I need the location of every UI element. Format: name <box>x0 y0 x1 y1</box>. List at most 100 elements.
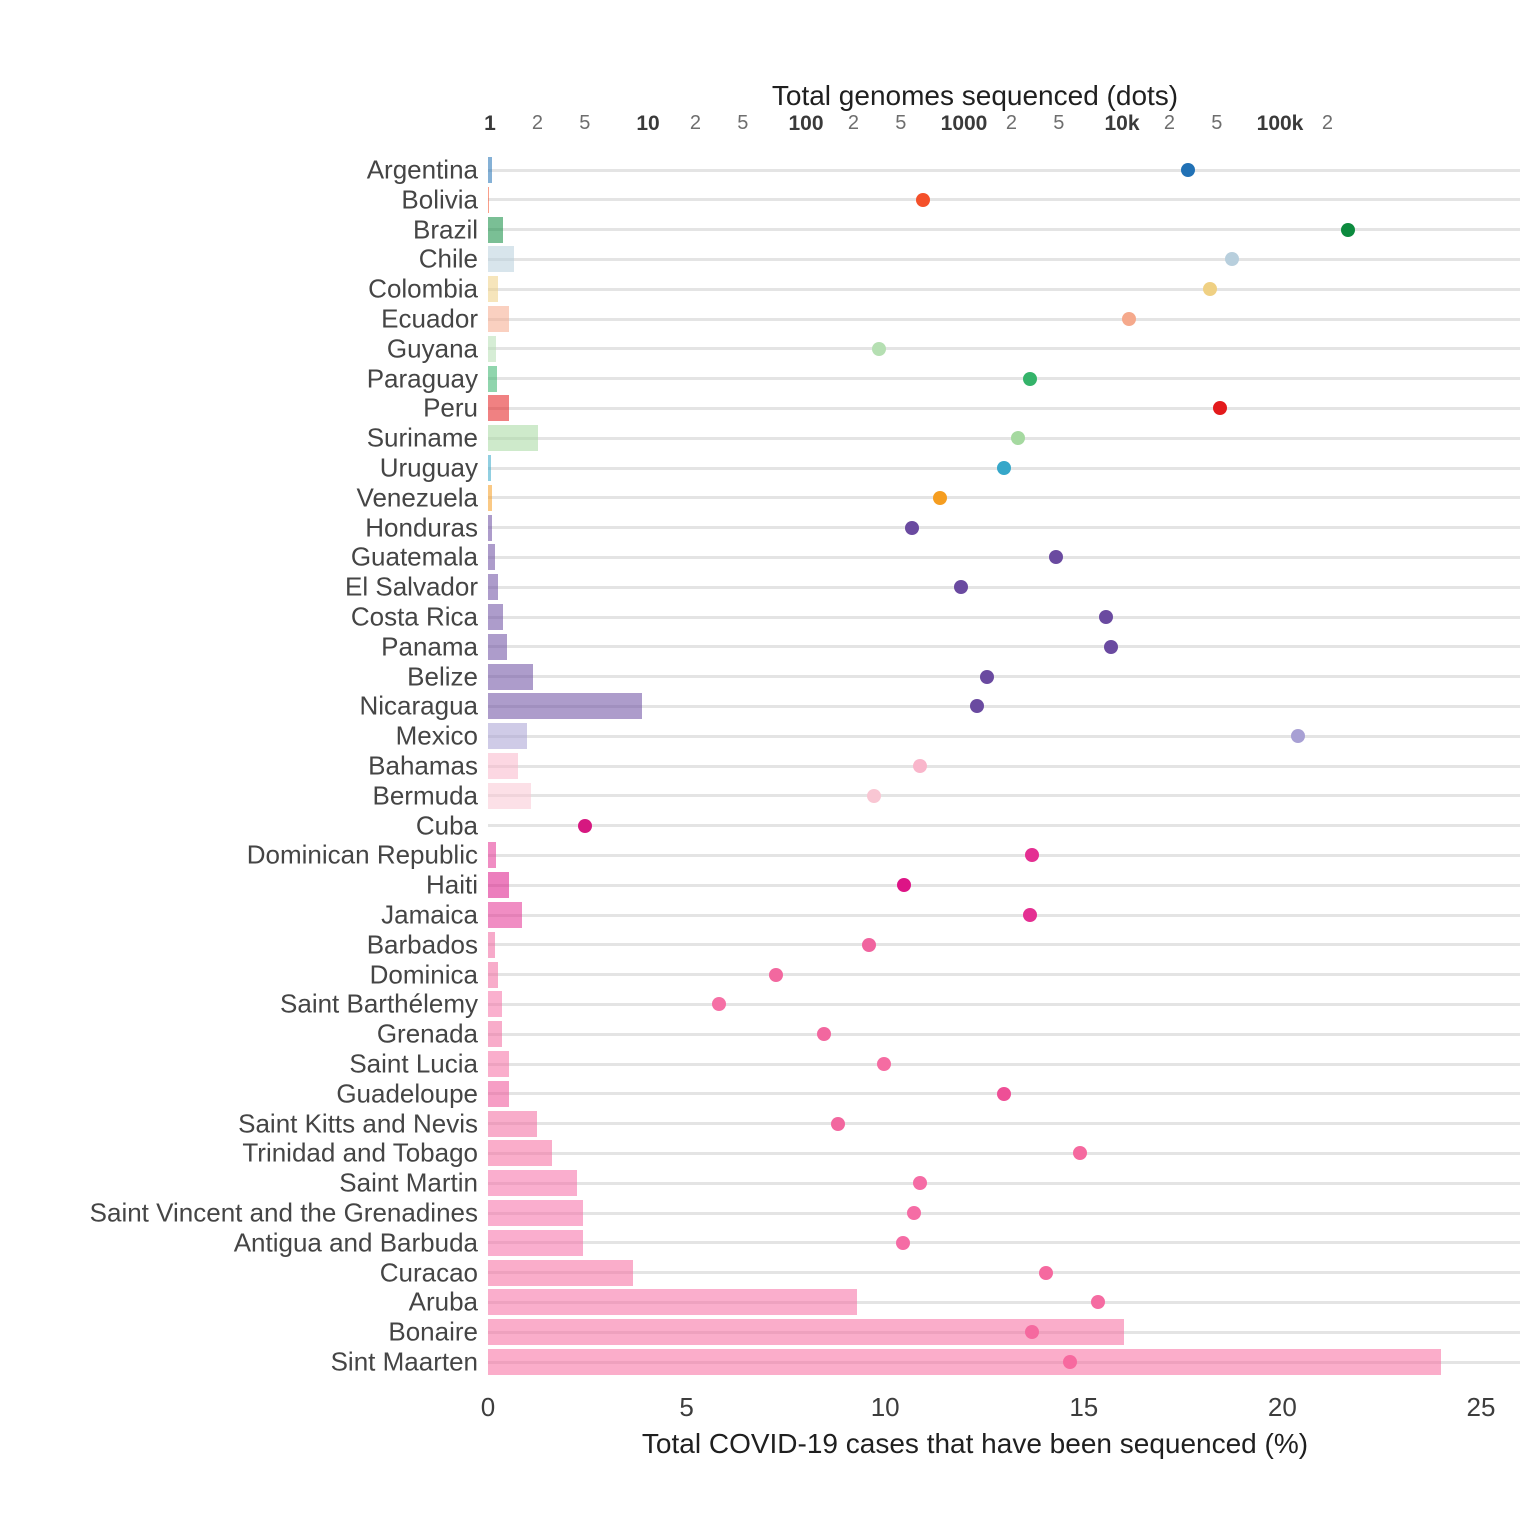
genomes-sequenced-dot <box>817 1027 831 1042</box>
genomes-sequenced-dot <box>1048 550 1063 565</box>
percent-sequenced-bar <box>488 484 492 511</box>
genomes-sequenced-dot <box>876 1057 891 1071</box>
top-axis-title: Total genomes sequenced (dots) <box>771 80 1179 111</box>
gridline <box>488 675 1520 679</box>
gridline <box>488 704 1520 708</box>
top-axis-tick: 2 <box>689 112 701 134</box>
genomes-sequenced-dot <box>1180 163 1195 177</box>
genomes-sequenced-dot <box>1121 312 1136 326</box>
country-label: Paraguay <box>366 363 478 394</box>
percent-sequenced-bar <box>488 246 515 273</box>
genomes-sequenced-dot <box>711 997 726 1012</box>
top-axis-tick: 100 <box>788 112 824 135</box>
top-axis-tick: 2 <box>1163 112 1175 134</box>
country-label: Trinidad and Tobago <box>242 1137 478 1168</box>
gridline <box>488 257 1520 261</box>
percent-sequenced-bar <box>488 335 496 362</box>
gridline <box>488 973 1520 977</box>
bottom-axis-tick: 0 <box>480 1392 496 1422</box>
gridline <box>488 615 1520 619</box>
gridline <box>488 853 1520 857</box>
country-label: Grenada <box>376 1018 478 1049</box>
top-axis-tick: 2 <box>1005 112 1017 134</box>
genomes-sequenced-dot <box>867 788 882 803</box>
genomes-sequenced-dot <box>1225 252 1240 267</box>
genomes-sequenced-dot <box>915 192 930 207</box>
top-axis-tick: 2 <box>531 112 543 134</box>
gridline <box>488 1241 1520 1245</box>
country-label: Honduras <box>365 512 478 543</box>
gridline <box>488 1181 1520 1185</box>
gridline <box>488 496 1520 500</box>
genomes-sequenced-dot <box>1011 431 1026 446</box>
country-label: Jamaica <box>381 899 478 930</box>
percent-sequenced-bar <box>488 1021 502 1048</box>
percent-sequenced-bar <box>488 723 527 750</box>
genomes-sequenced-dot <box>1202 282 1217 297</box>
genomes-sequenced-dot <box>1022 908 1037 922</box>
country-label: Curacao <box>379 1257 478 1288</box>
percent-sequenced-bar <box>488 216 503 243</box>
country-label: Saint Barthélemy <box>280 988 478 1019</box>
gridline <box>488 555 1520 559</box>
genomes-sequenced-dot <box>1025 1325 1040 1340</box>
top-axis-tick: 5 <box>895 112 907 134</box>
genomes-sequenced-dot <box>1090 1295 1105 1310</box>
country-label: Ecuador <box>381 303 478 334</box>
bottom-axis-title: Total COVID-19 cases that have been sequ… <box>641 1428 1309 1459</box>
genomes-sequenced-dot <box>897 878 912 893</box>
genomes-sequenced-dot <box>980 669 995 684</box>
gridline <box>488 764 1520 768</box>
top-axis-tick: 1 <box>484 112 496 135</box>
genomes-sequenced-dot <box>578 818 593 833</box>
percent-sequenced-bar <box>488 1140 552 1167</box>
gridline <box>488 645 1520 649</box>
gridline <box>488 228 1520 232</box>
gridline <box>488 913 1520 917</box>
gridline <box>488 406 1520 410</box>
country-label: Belize <box>407 661 478 692</box>
genomes-sequenced-dot <box>1341 222 1356 237</box>
country-label: Aruba <box>408 1286 478 1317</box>
country-label: Chile <box>418 243 478 274</box>
gridline <box>488 168 1520 172</box>
country-label: Costa Rica <box>350 601 478 632</box>
genomes-sequenced-dot <box>1072 1146 1087 1161</box>
genomes-sequenced-dot <box>1038 1265 1053 1280</box>
top-axis-tick: 10 <box>636 112 660 135</box>
genomes-sequenced-dot <box>861 937 876 952</box>
genomes-sequenced-dot <box>831 1116 846 1131</box>
percent-sequenced-bar <box>488 544 496 571</box>
gridline <box>488 734 1520 738</box>
top-axis-tick: 100k <box>1256 112 1304 135</box>
percent-sequenced-bar <box>488 902 522 928</box>
percent-sequenced-bar <box>488 1319 1124 1346</box>
gridline <box>488 824 1520 828</box>
percent-sequenced-bar <box>488 991 502 1018</box>
country-label: Venezuela <box>356 482 478 513</box>
top-axis-tick: 1000 <box>940 112 988 135</box>
gridline <box>488 943 1520 947</box>
genomes-sequenced-dot <box>1022 371 1037 386</box>
top-axis-tick: 2 <box>1321 112 1333 134</box>
genomes-sequenced-dot <box>932 490 947 505</box>
percent-sequenced-bar <box>488 157 492 183</box>
genomes-sequenced-dot <box>954 580 969 595</box>
top-axis-tick: 5 <box>579 112 591 134</box>
country-label: Bonaire <box>388 1316 478 1347</box>
genomes-sequenced-dot <box>906 1206 921 1220</box>
top-axis-tick: 5 <box>1053 112 1065 134</box>
percent-sequenced-bar <box>488 276 499 303</box>
genomes-sequenced-dot <box>1063 1355 1078 1369</box>
percent-sequenced-bar <box>488 753 519 779</box>
percent-sequenced-bar <box>488 1229 583 1256</box>
bottom-axis-tick: 15 <box>1069 1392 1099 1422</box>
gridline <box>488 883 1520 887</box>
bottom-axis-tick: 10 <box>870 1392 900 1422</box>
country-label: Suriname <box>366 422 478 453</box>
percent-sequenced-bar <box>488 395 510 422</box>
country-label: Peru <box>423 392 478 423</box>
genomes-sequenced-dot <box>905 520 920 535</box>
bottom-axis-tick: 5 <box>679 1392 694 1422</box>
